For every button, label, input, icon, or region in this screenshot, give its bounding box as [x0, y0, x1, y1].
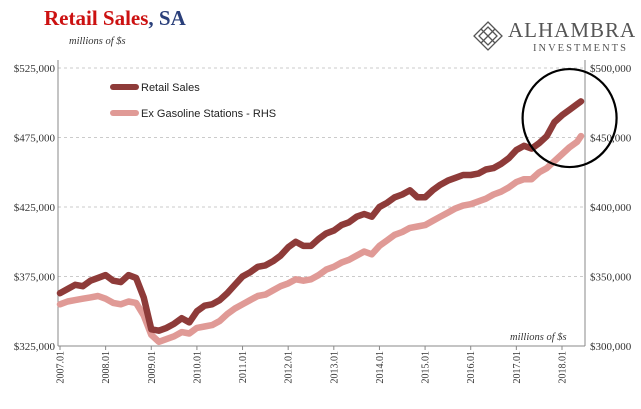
left-tick-label: $475,000	[14, 133, 56, 145]
x-tick-label: 2007.01	[56, 351, 67, 384]
legend: Retail Sales Ex Gasoline Stations - RHS	[110, 82, 276, 120]
diamond-lattice-icon	[473, 21, 503, 51]
annotation-circle	[521, 67, 618, 169]
right-unit-label: millions of $s	[510, 332, 567, 343]
chart-title: Retail Sales, SA	[44, 6, 187, 30]
logo: ALHAMBRA INVESTMENTS	[473, 18, 636, 54]
x-tick-label: 2014.01	[375, 351, 386, 384]
right-tick-label: $300,000	[590, 341, 632, 353]
left-tick-label: $525,000	[14, 63, 56, 75]
right-tick-label: $450,000	[590, 133, 632, 145]
left-axis-ticks: $325,000 $375,000 $425,000 $475,000 $525,000	[14, 63, 56, 353]
series-layer	[56, 98, 585, 346]
legend-label-ex-gasoline: Ex Gasoline Stations - RHS	[141, 108, 276, 120]
x-tick-label: 2012.01	[284, 351, 295, 384]
right-tick-label: $500,000	[590, 63, 632, 75]
left-tick-label: $375,000	[14, 272, 56, 284]
right-tick-label: $400,000	[590, 202, 632, 214]
x-tick-label: 2010.01	[192, 351, 203, 384]
right-axis-ticks: $300,000 $350,000 $400,000 $450,000 $500,000	[590, 63, 632, 353]
x-tick-label: 2016.01	[466, 351, 477, 384]
x-axis-ticks: 2007.01 2008.01 2009.01 2010.01 2011.01 2012.…	[56, 346, 568, 384]
x-tick-label: 2015.01	[421, 351, 432, 384]
x-tick-label: 2013.01	[329, 351, 340, 384]
x-tick-label: 2018.01	[557, 351, 568, 384]
title-suffix: , SA	[148, 6, 186, 30]
x-tick-label: 2017.01	[512, 351, 523, 384]
axes	[57, 60, 586, 347]
logo-subtitle: INVESTMENTS	[533, 43, 628, 54]
left-tick-label: $425,000	[14, 202, 56, 214]
title-main: Retail Sales	[44, 6, 148, 30]
x-tick-label: 2008.01	[101, 351, 112, 384]
series-line-retail-sales	[56, 98, 585, 334]
right-tick-label: $350,000	[590, 272, 632, 284]
logo-name: ALHAMBRA	[508, 18, 636, 42]
left-tick-label: $325,000	[14, 341, 56, 353]
left-unit-label: millions of $s	[69, 36, 126, 47]
legend-label-retail-sales: Retail Sales	[141, 82, 200, 94]
x-tick-label: 2011.01	[238, 351, 249, 383]
x-tick-label: 2009.01	[147, 351, 158, 384]
grid	[58, 67, 585, 277]
